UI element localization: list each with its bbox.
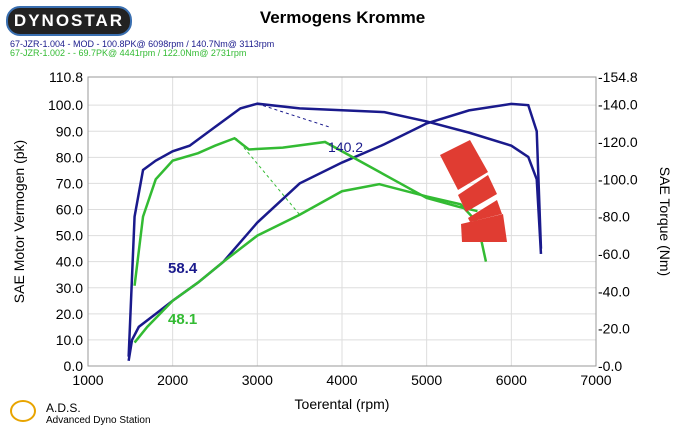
series-line xyxy=(133,182,488,344)
x-tick-label: 2000 xyxy=(157,372,188,388)
ads-logo-icon xyxy=(10,400,36,422)
y-tick-label: 30.0 xyxy=(56,280,83,296)
y-axis-label: SAE Motor Vermogen (pk) xyxy=(11,140,27,303)
y-tick-label: 90.0 xyxy=(56,123,83,139)
y-tick-label: 80.0 xyxy=(56,149,83,165)
footer-name: A.D.S. xyxy=(46,401,81,415)
y-tick-label: 100.0 xyxy=(48,97,83,113)
series-line xyxy=(127,102,543,357)
watermark-shape xyxy=(468,200,502,222)
y2-tick-label: -20.0 xyxy=(598,321,630,337)
y-tick-label: 60.0 xyxy=(56,202,83,218)
x-tick-label: 6000 xyxy=(496,372,527,388)
legend-entry-2: 67-JZR-1.002 - - 69.7PK@ 4441rpm / 122.0… xyxy=(10,48,247,58)
series-line xyxy=(127,102,543,361)
y-tick-label: 70.0 xyxy=(56,175,83,191)
annotation-label: 48.1 xyxy=(168,311,197,328)
y2-tick-label: -40.0 xyxy=(598,283,630,299)
y-tick-label: 10.0 xyxy=(56,332,83,348)
x-tick-label: 5000 xyxy=(411,372,442,388)
x-tick-label: 4000 xyxy=(326,372,357,388)
dynostar-logo: DYNOSTAR xyxy=(6,6,132,36)
x-axis-label: Toerental (rpm) xyxy=(295,396,390,412)
plot-frame xyxy=(87,76,597,367)
y-tick-label: 40.0 xyxy=(56,254,83,270)
watermark-shape xyxy=(461,214,507,242)
annotation-label: 140.2 xyxy=(328,139,363,155)
watermark-shape xyxy=(440,140,488,190)
y2-tick-label: -140.0 xyxy=(598,97,638,113)
y-tick-label: 0.0 xyxy=(64,358,84,374)
footer-subtitle: Advanced Dyno Station xyxy=(46,415,151,426)
y2-tick-label: -100.0 xyxy=(598,171,638,187)
annotation-leader xyxy=(235,137,301,216)
y2-tick-label: -80.0 xyxy=(598,209,630,225)
series-line xyxy=(133,136,478,286)
y2-axis-label: SAE Torque (Nm) xyxy=(657,167,673,276)
y2-tick-label: -0.0 xyxy=(598,358,622,374)
annotation-leader xyxy=(257,103,330,128)
x-tick-label: 3000 xyxy=(242,372,273,388)
y2-tick-label: -60.0 xyxy=(598,246,630,262)
annotation-label: 58.4 xyxy=(168,260,198,277)
y-tick-label: 50.0 xyxy=(56,228,83,244)
y-tick-label: 110.8 xyxy=(49,69,83,85)
y2-tick-label: -120.0 xyxy=(598,134,638,150)
legend-entry-1: 67-JZR-1.004 - MOD - 100.8PK@ 6098rpm / … xyxy=(10,39,275,49)
chart-title: Vermogens Kromme xyxy=(259,8,426,27)
x-tick-label: 1000 xyxy=(72,372,103,388)
x-tick-label: 7000 xyxy=(580,372,611,388)
watermark-shape xyxy=(458,175,497,212)
y-tick-label: 20.0 xyxy=(56,306,83,322)
y2-tick-label: -154.8 xyxy=(598,69,638,85)
